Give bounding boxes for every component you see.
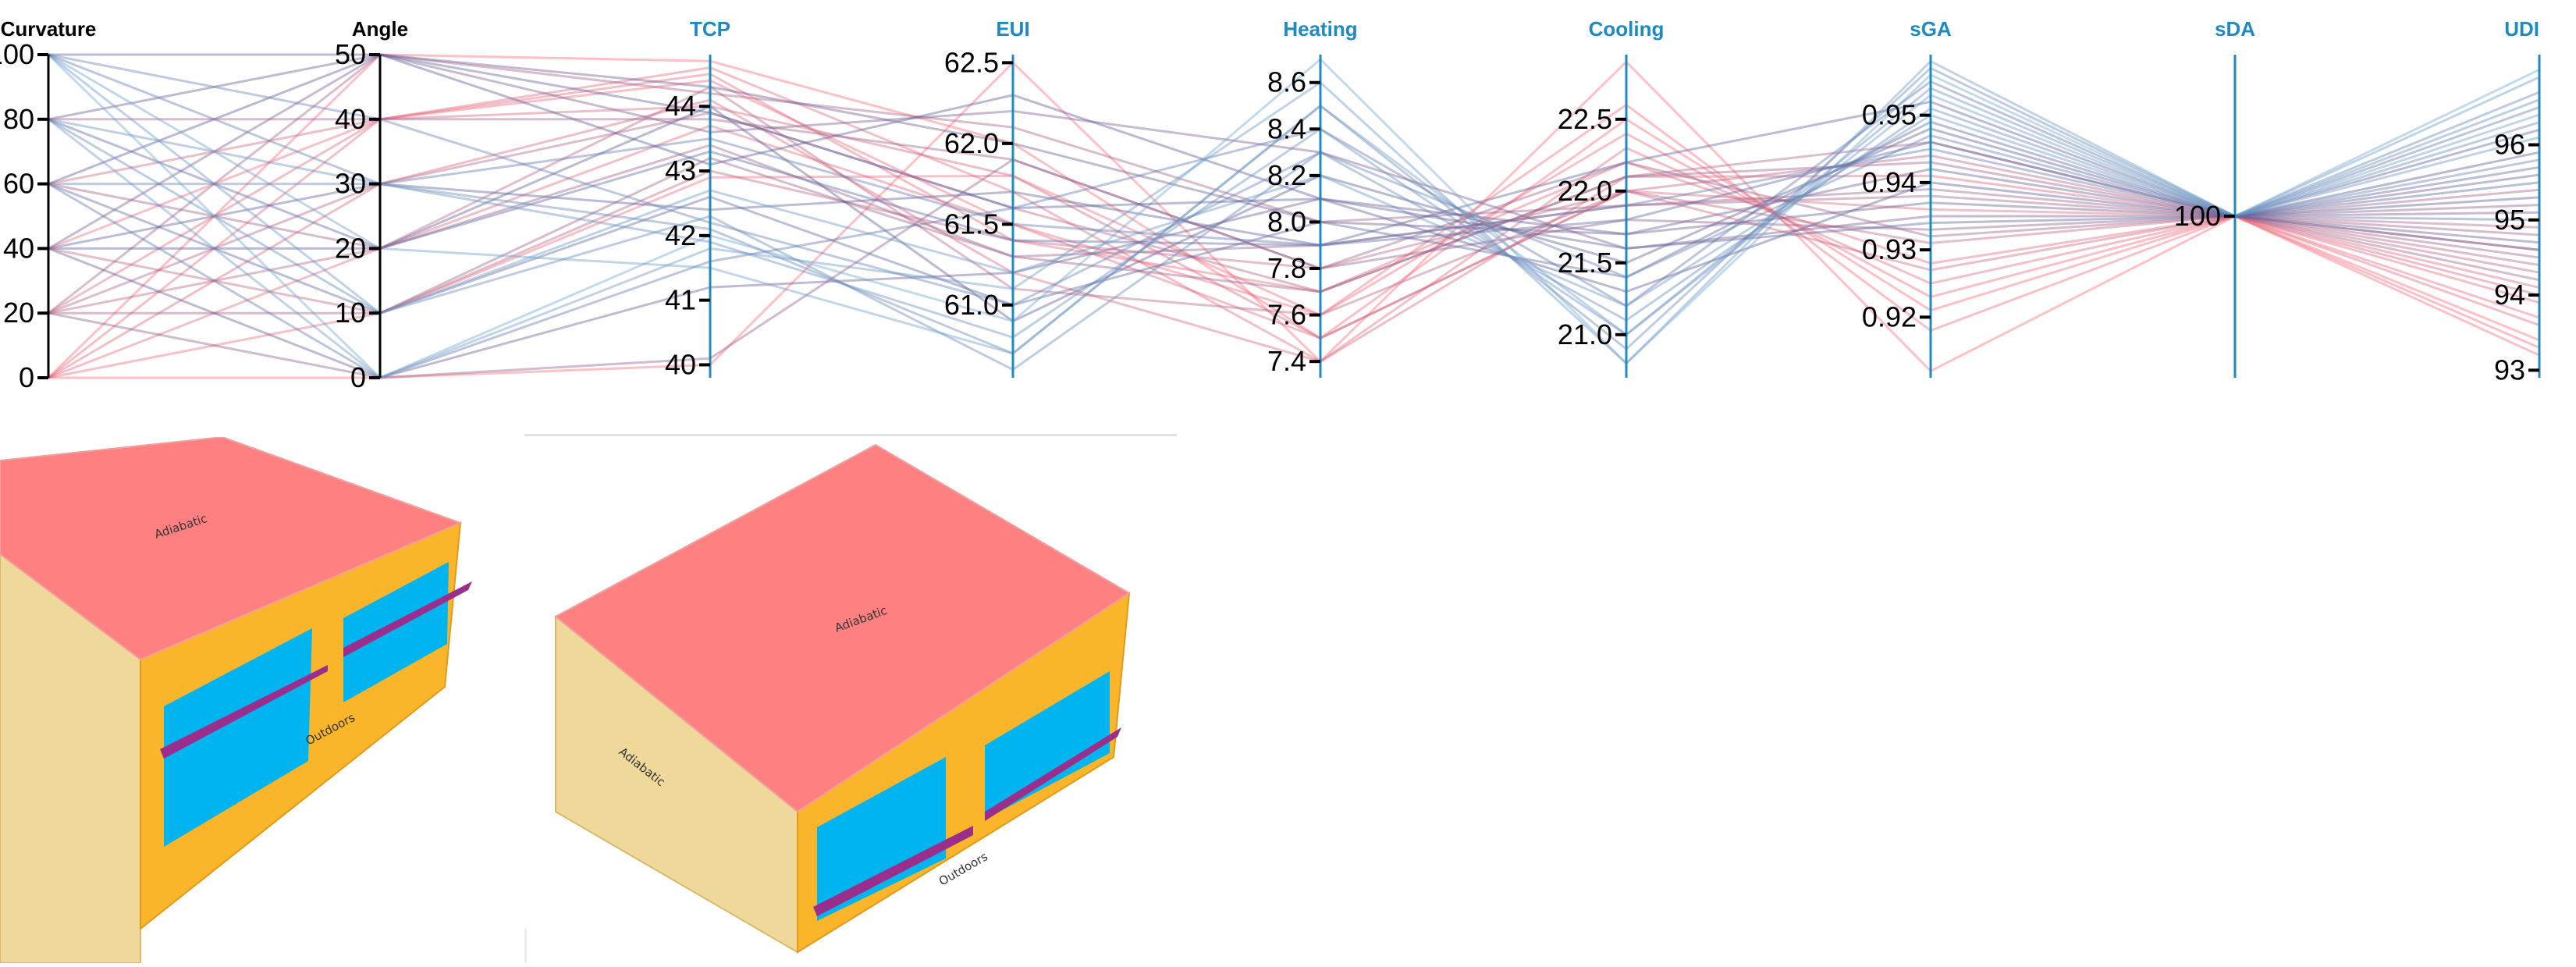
tick-label: 7.8 bbox=[1267, 252, 1306, 284]
axis-angle[interactable]: Angle 0 10 20 30 40 50 bbox=[335, 17, 408, 393]
roof bbox=[554, 443, 1131, 813]
tick-label: 30 bbox=[335, 168, 366, 200]
tick-label: 61.0 bbox=[944, 289, 999, 321]
building-model-1: Adiabatic Outdoors bbox=[0, 436, 472, 964]
parallel-coordinates-svg: Curvature 0 20 40 60 80 100 Angle 0 10 20 30 40 50 TCP… bbox=[0, 17, 2541, 393]
window-left bbox=[164, 628, 312, 847]
tick-label: 10 bbox=[335, 297, 366, 329]
tick-label: 61.5 bbox=[944, 208, 999, 240]
shading-right bbox=[985, 727, 1121, 821]
parallel-coordinates-chart: Curvature 0 20 40 60 80 100 Angle 0 10 20 30 40 50 TCP… bbox=[0, 0, 2576, 421]
tick-label: 93 bbox=[2494, 354, 2525, 386]
axis-tcp[interactable]: TCP 40 41 42 43 44 bbox=[665, 17, 730, 380]
axis-udi[interactable]: UDI 93 94 95 96 bbox=[2494, 17, 2541, 386]
tick-label: 0.92 bbox=[1862, 300, 1917, 332]
tick-label: 22.0 bbox=[1558, 175, 1612, 207]
tick-label: 62.0 bbox=[944, 127, 999, 159]
window-right bbox=[985, 671, 1110, 819]
shading-right bbox=[343, 581, 472, 657]
tick-label: 8.4 bbox=[1267, 112, 1306, 144]
tick-label: 8.2 bbox=[1267, 159, 1306, 191]
axis-title: sGA bbox=[1910, 17, 1952, 41]
axis-curvature[interactable]: Curvature 0 20 40 60 80 100 bbox=[0, 17, 96, 393]
axis-title: EUI bbox=[996, 17, 1029, 41]
tick-label: 40 bbox=[3, 232, 34, 264]
tick-label: 0.95 bbox=[1862, 99, 1917, 131]
tick-label: 21.0 bbox=[1558, 318, 1612, 350]
tick-label: 40 bbox=[665, 348, 696, 380]
tick-label: 20 bbox=[3, 297, 34, 329]
shading-left bbox=[813, 826, 973, 916]
axis-title: UDI bbox=[2504, 17, 2539, 41]
tick-label: 43 bbox=[665, 155, 696, 187]
tick-label: 7.6 bbox=[1267, 299, 1306, 331]
tick-label: 96 bbox=[2494, 129, 2525, 161]
tick-label: 21.5 bbox=[1558, 247, 1612, 279]
tick-label: 7.4 bbox=[1267, 345, 1306, 377]
tick-label: 41 bbox=[665, 284, 696, 316]
axis-sda[interactable]: sDA 100 bbox=[2174, 17, 2255, 378]
building-model-view-1: Adiabatic Outdoors bbox=[0, 436, 499, 964]
tick-label: 42 bbox=[665, 219, 696, 251]
shading-left bbox=[160, 665, 328, 759]
roof bbox=[0, 436, 463, 661]
tick-label: 20 bbox=[335, 232, 366, 264]
axis-title: Cooling bbox=[1589, 17, 1665, 41]
axis-title: Angle bbox=[352, 17, 408, 41]
axis-heating[interactable]: Heating 7.4 7.6 7.8 8.0 8.2 8.4 8.6 bbox=[1267, 17, 1358, 378]
tick-label: 100 bbox=[2174, 200, 2221, 232]
axis-title: sDA bbox=[2215, 17, 2255, 41]
building-model-view-2: Adiabatic Adiabatic Outdoors bbox=[524, 437, 1188, 963]
building-model-2: Adiabatic Adiabatic Outdoors bbox=[554, 443, 1131, 954]
axis-title: Curvature bbox=[1, 17, 97, 41]
tick-label: 22.5 bbox=[1558, 103, 1612, 135]
views-side-divider bbox=[524, 929, 527, 963]
axis-sga[interactable]: sGA 0.92 0.93 0.94 0.95 bbox=[1862, 17, 1952, 378]
tick-label: 44 bbox=[665, 90, 696, 122]
tick-label: 0 bbox=[19, 361, 34, 393]
tick-label: 0.93 bbox=[1862, 233, 1917, 265]
axis-title: Heating bbox=[1283, 17, 1357, 41]
window-left bbox=[817, 757, 946, 921]
tick-label: 8.0 bbox=[1267, 205, 1306, 237]
tick-label: 0 bbox=[350, 361, 366, 393]
tick-label: 60 bbox=[3, 168, 34, 200]
tick-label: 8.6 bbox=[1267, 66, 1306, 98]
tick-label: 94 bbox=[2494, 279, 2525, 311]
tick-label: 62.5 bbox=[944, 46, 999, 78]
views-divider bbox=[524, 434, 1177, 436]
tick-label: 50 bbox=[335, 38, 366, 70]
tick-label: 80 bbox=[3, 103, 34, 135]
axis-eui[interactable]: EUI 61.0 61.5 62.0 62.5 bbox=[944, 17, 1030, 378]
axis-cooling[interactable]: Cooling 21.0 21.5 22.0 22.5 bbox=[1558, 17, 1664, 378]
tick-label: 40 bbox=[335, 103, 366, 135]
tick-label: 0.94 bbox=[1862, 166, 1917, 198]
axis-title: TCP bbox=[690, 17, 730, 41]
window-right bbox=[343, 562, 449, 702]
tick-label: 95 bbox=[2494, 204, 2525, 236]
tick-label: 100 bbox=[0, 38, 34, 70]
